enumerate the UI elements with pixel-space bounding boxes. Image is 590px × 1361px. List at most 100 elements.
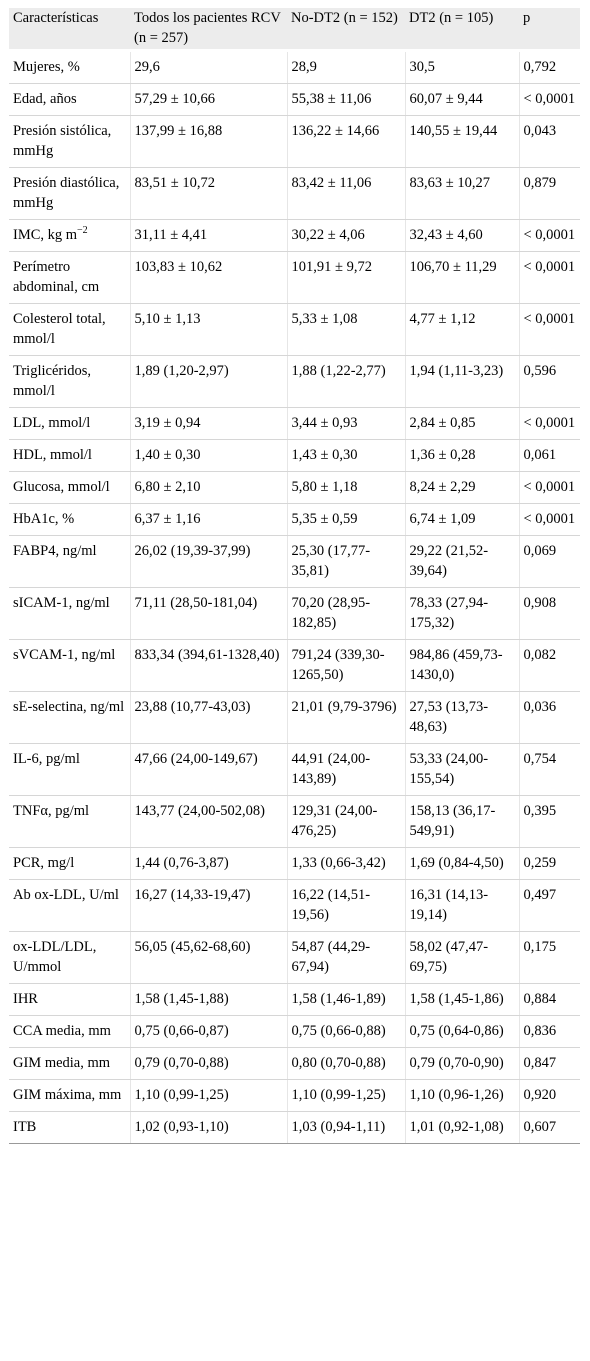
table-cell: TNFα, pg/ml: [9, 795, 130, 848]
table-cell: 1,88 (1,22-2,77): [286, 355, 405, 408]
table-cell: < 0,0001: [518, 471, 580, 504]
table-cell: 58,02 (47,47-69,75): [404, 931, 519, 984]
table-cell: 3,44 ± 0,93: [286, 407, 405, 440]
table-cell: CCA media, mm: [9, 1015, 130, 1048]
table-cell: 5,33 ± 1,08: [286, 303, 405, 356]
table-cell: 129,31 (24,00-476,25): [286, 795, 405, 848]
table-cell: Presión diastólica, mmHg: [9, 167, 130, 220]
table-row: GIM máxima, mm 1,10 (0,99-1,25) 1,10 (0,99…: [9, 1079, 580, 1112]
table-cell: Glucosa, mmol/l: [9, 471, 130, 504]
cell-text: IMC, kg m: [13, 227, 78, 243]
table-cell: 78,33 (27,94-175,32): [404, 587, 519, 640]
table-cell: 136,22 ± 14,66: [286, 115, 405, 168]
table-cell: 5,10 ± 1,13: [129, 303, 287, 356]
table-cell: 1,43 ± 0,30: [286, 439, 405, 472]
table-cell: 53,33 (24,00-155,54): [404, 743, 519, 796]
table-cell: 1,03 (0,94-1,11): [286, 1111, 405, 1144]
table-cell: 28,9: [286, 49, 405, 84]
table-cell: 1,10 (0,99-1,25): [286, 1079, 405, 1112]
table-cell: 0,847: [518, 1047, 580, 1080]
table-row: Presión diastólica, mmHg 83,51 ± 10,72 83,…: [9, 167, 580, 220]
table-cell: 0,082: [518, 639, 580, 692]
table-cell: 1,94 (1,11-3,23): [404, 355, 519, 408]
table-cell: < 0,0001: [518, 407, 580, 440]
table-row: IL-6, pg/ml 47,66 (24,00-149,67) 44,91 (24…: [9, 743, 580, 796]
table-cell: sVCAM-1, ng/ml: [9, 639, 130, 692]
table-body: Mujeres, % 29,6 28,9 30,5 0,792 Edad, años 57,…: [9, 49, 580, 1144]
table-cell: IL-6, pg/ml: [9, 743, 130, 796]
table-cell: Mujeres, %: [9, 49, 130, 84]
table-cell: 23,88 (10,77-43,03): [129, 691, 287, 744]
table-cell: 0,596: [518, 355, 580, 408]
table-cell: Perímetro abdominal, cm: [9, 251, 130, 304]
table-cell: 0,061: [518, 439, 580, 472]
table-cell: 143,77 (24,00-502,08): [129, 795, 287, 848]
table-cell: ITB: [9, 1111, 130, 1144]
table-row: sE-selectina, ng/ml 23,88 (10,77-43,03) 21…: [9, 691, 580, 744]
table-cell: 83,63 ± 10,27: [404, 167, 519, 220]
table-cell: 26,02 (19,39-37,99): [129, 535, 287, 588]
table-cell: 1,36 ± 0,28: [404, 439, 519, 472]
table-row: Mujeres, % 29,6 28,9 30,5 0,792: [9, 49, 580, 84]
table-cell: 16,27 (14,33-19,47): [129, 879, 287, 932]
table-cell: 30,22 ± 4,06: [286, 219, 405, 252]
table-cell: 0,75 (0,66-0,88): [286, 1015, 405, 1048]
table-cell: 6,80 ± 2,10: [129, 471, 287, 504]
table-cell: 1,02 (0,93-1,10): [129, 1111, 287, 1144]
table-cell: 0,79 (0,70-0,88): [129, 1047, 287, 1080]
table-cell: 0,879: [518, 167, 580, 220]
table-cell: 6,74 ± 1,09: [404, 503, 519, 536]
table-row: Perímetro abdominal, cm 103,83 ± 10,62 101…: [9, 251, 580, 304]
table-cell: 1,10 (0,99-1,25): [129, 1079, 287, 1112]
table-cell: 60,07 ± 9,44: [404, 83, 519, 116]
table-cell: 0,497: [518, 879, 580, 932]
table-cell: 1,10 (0,96-1,26): [404, 1079, 519, 1112]
table-cell: 71,11 (28,50-181,04): [129, 587, 287, 640]
table-cell: < 0,0001: [518, 303, 580, 356]
header-cell: No-DT2 (n = 152): [287, 8, 405, 52]
table-cell: 1,40 ± 0,30: [129, 439, 287, 472]
table-cell: 16,31 (14,13-19,14): [404, 879, 519, 932]
table-cell: 27,53 (13,73-48,63): [404, 691, 519, 744]
table-cell: 0,754: [518, 743, 580, 796]
data-table: Características Todos los pacientes RCV (…: [9, 8, 580, 1144]
table-cell: ox-LDL/LDL, U/mmol: [9, 931, 130, 984]
table-cell: 0,75 (0,66-0,87): [129, 1015, 287, 1048]
table-cell: 0,043: [518, 115, 580, 168]
table-cell: 0,792: [518, 49, 580, 84]
table-cell: 0,836: [518, 1015, 580, 1048]
table-cell: 0,175: [518, 931, 580, 984]
table-row: TNFα, pg/ml 143,77 (24,00-502,08) 129,31 (…: [9, 795, 580, 848]
table-cell: Colesterol total, mmol/l: [9, 303, 130, 356]
table-cell: 158,13 (36,17-549,91): [404, 795, 519, 848]
table-cell: Triglicéridos, mmol/l: [9, 355, 130, 408]
table-cell: 25,30 (17,77-35,81): [286, 535, 405, 588]
table-cell: 833,34 (394,61-1328,40): [129, 639, 287, 692]
table-cell: 1,89 (1,20-2,97): [129, 355, 287, 408]
table-cell: 984,86 (459,73-1430,0): [404, 639, 519, 692]
table-row: ox-LDL/LDL, U/mmol 56,05 (45,62-68,60) 54,…: [9, 931, 580, 984]
table-row: FABP4, ng/ml 26,02 (19,39-37,99) 25,30 (17…: [9, 535, 580, 588]
table-cell: GIM máxima, mm: [9, 1079, 130, 1112]
table-cell: 0,920: [518, 1079, 580, 1112]
header-cell: DT2 (n = 105): [405, 8, 519, 52]
table-cell: 5,80 ± 1,18: [286, 471, 405, 504]
table-cell: 1,69 (0,84-4,50): [404, 847, 519, 880]
table-cell: 140,55 ± 19,44: [404, 115, 519, 168]
table-cell: 57,29 ± 10,66: [129, 83, 287, 116]
table-cell: 106,70 ± 11,29: [404, 251, 519, 304]
table-cell: 8,24 ± 2,29: [404, 471, 519, 504]
table-cell: 29,6: [129, 49, 287, 84]
table-cell: IMC, kg m−2: [9, 219, 130, 252]
table-cell: IHR: [9, 983, 130, 1016]
table-cell: 0,75 (0,64-0,86): [404, 1015, 519, 1048]
table-cell: 791,24 (339,30-1265,50): [286, 639, 405, 692]
table-row: Glucosa, mmol/l 6,80 ± 2,10 5,80 ± 1,18 8,2…: [9, 471, 580, 504]
table-cell: < 0,0001: [518, 251, 580, 304]
table-row: IHR 1,58 (1,45-1,88) 1,58 (1,46-1,89) 1,58 …: [9, 983, 580, 1016]
table-cell: 0,908: [518, 587, 580, 640]
superscript: −2: [77, 225, 88, 237]
table-cell: 32,43 ± 4,60: [404, 219, 519, 252]
table-cell: Ab ox-LDL, U/ml: [9, 879, 130, 932]
